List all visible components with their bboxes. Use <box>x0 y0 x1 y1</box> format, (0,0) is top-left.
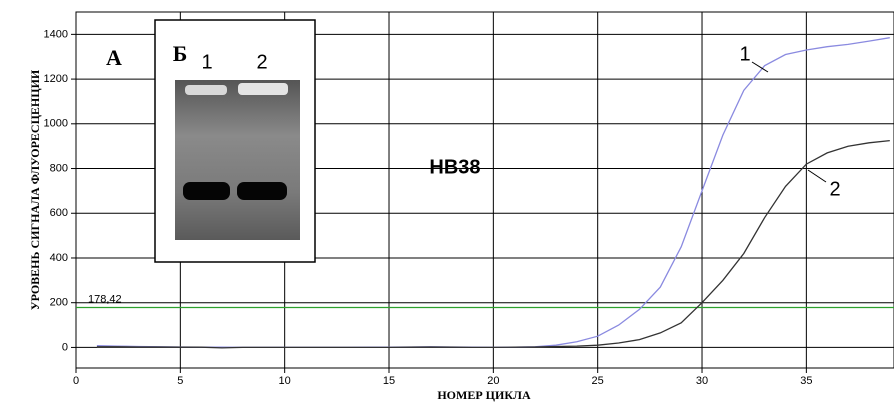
x-tick-label: 15 <box>383 375 395 387</box>
y-tick-label: 0 <box>62 341 68 353</box>
gel-band <box>237 182 287 200</box>
gel-band <box>185 85 227 95</box>
y-tick-label: 600 <box>50 207 68 219</box>
leader-line <box>807 169 827 183</box>
x-tick-label: 30 <box>696 375 708 387</box>
series-label: 2 <box>829 178 840 200</box>
y-axis-label: УРОВЕНЬ СИГНАЛА ФЛУОРЕСЦЕНЦИИ <box>28 69 42 310</box>
x-axis-label: НОМЕР ЦИКЛА <box>437 388 531 402</box>
y-tick-label: 200 <box>50 297 68 309</box>
y-tick-label: 400 <box>50 252 68 264</box>
threshold-label: 178,42 <box>88 293 122 305</box>
x-tick-label: 5 <box>177 375 183 387</box>
lane-label: 2 <box>256 51 267 73</box>
x-tick-label: 10 <box>279 375 291 387</box>
gel <box>175 80 300 240</box>
series-line <box>96 139 890 349</box>
gel-band <box>183 182 230 200</box>
inset: Б 1 2 <box>154 19 316 263</box>
y-tick-label: 800 <box>50 162 68 174</box>
chart-title: HB38 <box>429 156 480 178</box>
panel-label: А <box>106 45 122 70</box>
y-tick-label: 1000 <box>44 118 68 130</box>
panel-label: Б <box>173 41 188 66</box>
x-tick-label: 0 <box>73 375 79 387</box>
lane-label: 1 <box>201 51 212 73</box>
series-label: 1 <box>739 43 750 65</box>
lines <box>76 37 894 349</box>
y-tick-label: 1400 <box>44 28 68 40</box>
y-tick-label: 1200 <box>44 73 68 85</box>
x-tick-label: 25 <box>592 375 604 387</box>
leader-line <box>751 61 769 73</box>
x-tick-label: 35 <box>800 375 812 387</box>
x-tick-label: 20 <box>487 375 499 387</box>
gel-band <box>238 83 288 95</box>
